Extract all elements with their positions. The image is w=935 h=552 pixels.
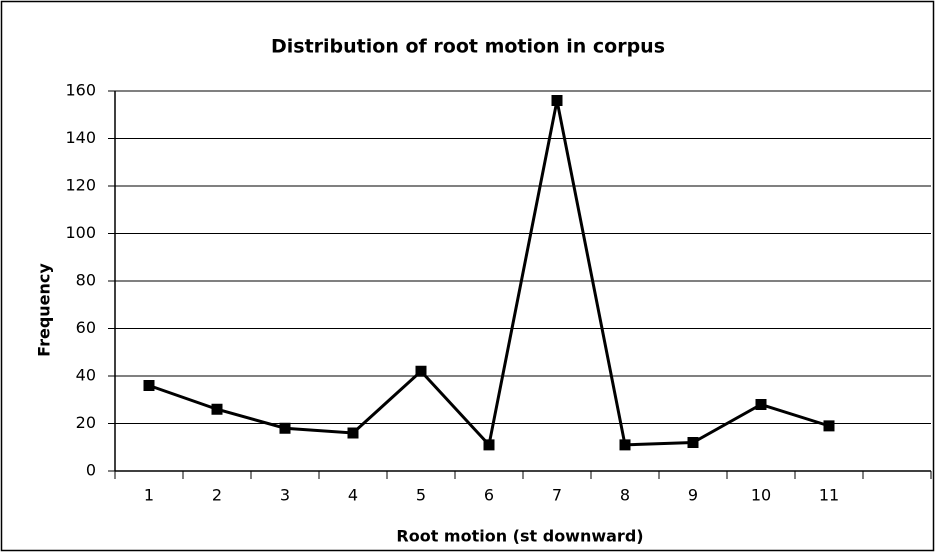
data-point bbox=[687, 437, 699, 448]
x-tick-label: 6 bbox=[484, 486, 494, 505]
chart-title: Distribution of root motion in corpus bbox=[271, 36, 665, 58]
data-point bbox=[211, 403, 223, 415]
y-tick-label: 100 bbox=[65, 223, 96, 242]
y-tick-label: 120 bbox=[65, 176, 96, 195]
y-tick-label: 20 bbox=[76, 413, 96, 432]
y-tick-label: 80 bbox=[76, 271, 96, 290]
y-axis-label: Frequency bbox=[35, 263, 54, 357]
x-tick-label: 2 bbox=[212, 486, 222, 505]
y-tick-label: 40 bbox=[76, 366, 96, 385]
x-tick-label: 9 bbox=[688, 486, 698, 505]
data-point bbox=[483, 439, 495, 451]
data-point bbox=[347, 427, 359, 439]
data-point bbox=[279, 422, 291, 434]
data-point bbox=[755, 399, 767, 410]
data-point bbox=[415, 365, 427, 377]
x-axis-label: Root motion (st downward) bbox=[396, 527, 643, 546]
data-point bbox=[143, 380, 155, 391]
x-tick-label: 1 bbox=[144, 486, 154, 505]
x-tick-label: 4 bbox=[348, 486, 358, 505]
data-point bbox=[823, 420, 835, 432]
x-tick-label: 7 bbox=[552, 486, 562, 505]
y-tick-label: 0 bbox=[86, 461, 96, 480]
x-tick-label: 8 bbox=[620, 486, 630, 505]
x-tick-label: 5 bbox=[416, 486, 426, 505]
y-tick-label: 160 bbox=[65, 81, 96, 100]
x-tick-label: 10 bbox=[751, 486, 771, 505]
y-tick-label: 140 bbox=[65, 128, 96, 147]
x-tick-label: 11 bbox=[819, 486, 839, 505]
y-tick-label: 60 bbox=[76, 318, 96, 337]
data-point bbox=[551, 95, 563, 106]
data-point bbox=[619, 439, 631, 451]
x-tick-label: 3 bbox=[280, 486, 290, 505]
